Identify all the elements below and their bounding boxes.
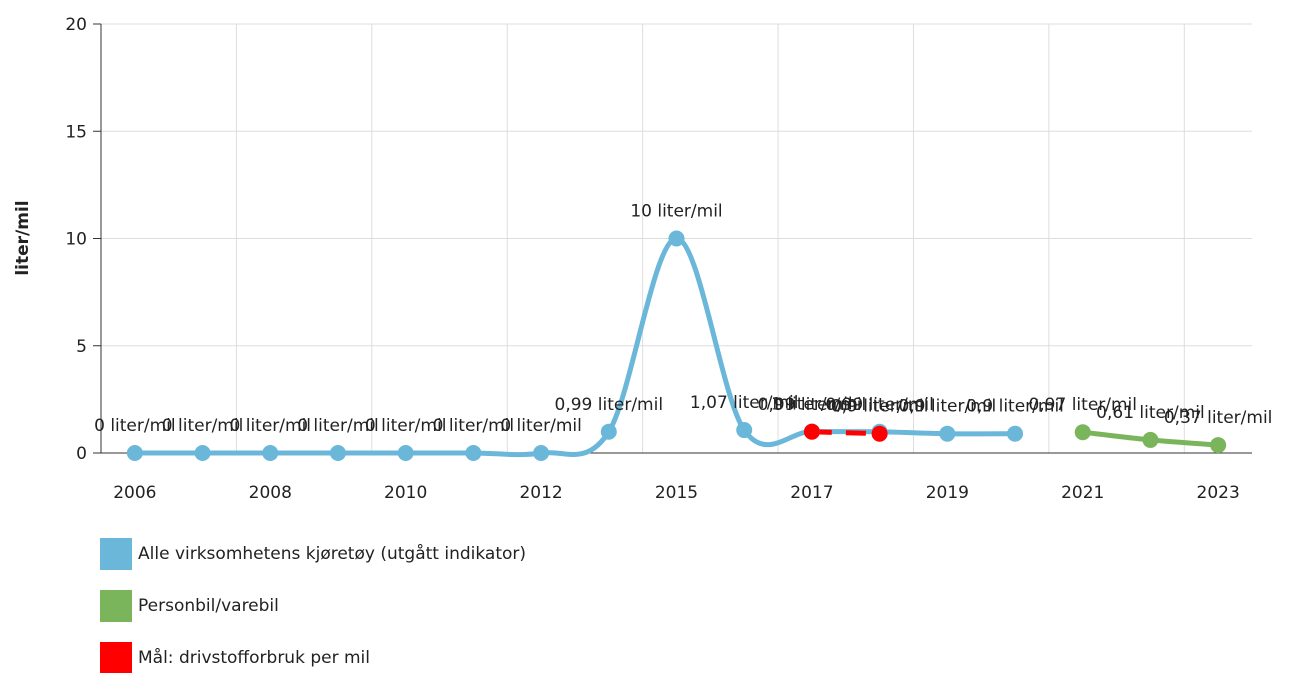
- y-tick-label: 5: [76, 337, 87, 357]
- x-tick-label: 2023: [1197, 483, 1240, 503]
- data-label: 0 liter/mil: [94, 416, 176, 436]
- data-label: 0,99 liter/mil: [555, 395, 664, 415]
- data-label: 0,37 liter/mil: [1164, 408, 1273, 428]
- y-tick-label: 10: [65, 230, 87, 250]
- x-tick-label: 2010: [384, 483, 427, 503]
- legend-swatch: [100, 590, 132, 622]
- data-point: [533, 445, 550, 461]
- data-label: 0 liter/mil: [433, 416, 515, 436]
- data-point: [1210, 437, 1227, 454]
- data-point: [803, 423, 820, 440]
- legend-item[interactable]: Personbil/varebil: [100, 590, 279, 622]
- legend-label: Personbil/varebil: [138, 596, 279, 616]
- legend-item[interactable]: Alle virksomhetens kjøretøy (utgått indi…: [100, 538, 526, 570]
- x-tick-label: 2015: [655, 483, 698, 503]
- data-point: [939, 425, 956, 442]
- legend-swatch: [100, 642, 132, 673]
- data-point: [871, 425, 888, 442]
- data-label: 0 liter/mil: [297, 416, 379, 436]
- data-label: 0,9 liter/mil: [898, 397, 996, 417]
- data-point: [668, 230, 685, 247]
- y-tick-label: 15: [65, 122, 87, 142]
- data-point: [736, 422, 753, 439]
- data-point: [465, 445, 482, 461]
- data-label: 1 liter/mil: [771, 395, 853, 415]
- x-tick-label: 2008: [249, 483, 292, 503]
- data-point: [1007, 425, 1024, 442]
- x-tick-label: 2021: [1061, 483, 1104, 503]
- data-label: 1,07 liter/mil: [690, 393, 799, 413]
- x-tick-label: 2006: [113, 483, 156, 503]
- data-label: 10 liter/mil: [630, 202, 722, 222]
- data-point: [1142, 431, 1159, 448]
- data-point: [194, 445, 211, 461]
- data-label: 0,9 liter/mil: [966, 397, 1064, 417]
- x-tick-label: 2019: [926, 483, 969, 503]
- y-axis-label: liter/mil: [13, 200, 33, 275]
- x-tick-label: 2012: [519, 483, 562, 503]
- data-label: 0 liter/mil: [365, 416, 447, 436]
- data-point: [600, 423, 617, 440]
- chart: liter/mil 0 5 10 15 20 2006 2008 2010 2012 2015 20…: [13, 15, 1273, 503]
- data-label: 0,99 liter/mil: [758, 395, 867, 415]
- data-label: 0,97 liter/mil: [1028, 395, 1137, 415]
- data-point: [126, 445, 143, 461]
- data-label: 0 liter/mil: [500, 416, 582, 436]
- x-tick-label: 2017: [790, 483, 833, 503]
- legend-label: Alle virksomhetens kjøretøy (utgått indi…: [138, 544, 527, 564]
- legend-item[interactable]: Mål: drivstofforbruk per mil: [100, 642, 370, 673]
- data-label: 0,9 liter/mil: [831, 397, 929, 417]
- data-label: 0,61 liter/mil: [1096, 403, 1205, 423]
- data-label: 0 liter/mil: [230, 416, 312, 436]
- data-label: 0,99 liter/mil: [825, 395, 934, 415]
- y-tick-label: 20: [65, 15, 87, 35]
- legend-swatch: [100, 538, 132, 570]
- data-point: [262, 445, 279, 461]
- data-point: [329, 445, 346, 461]
- data-label: 0 liter/mil: [162, 416, 244, 436]
- data-point: [1074, 424, 1091, 441]
- legend-label: Mål: drivstofforbruk per mil: [138, 648, 370, 668]
- y-tick-label: 0: [76, 444, 87, 464]
- data-point: [397, 445, 414, 461]
